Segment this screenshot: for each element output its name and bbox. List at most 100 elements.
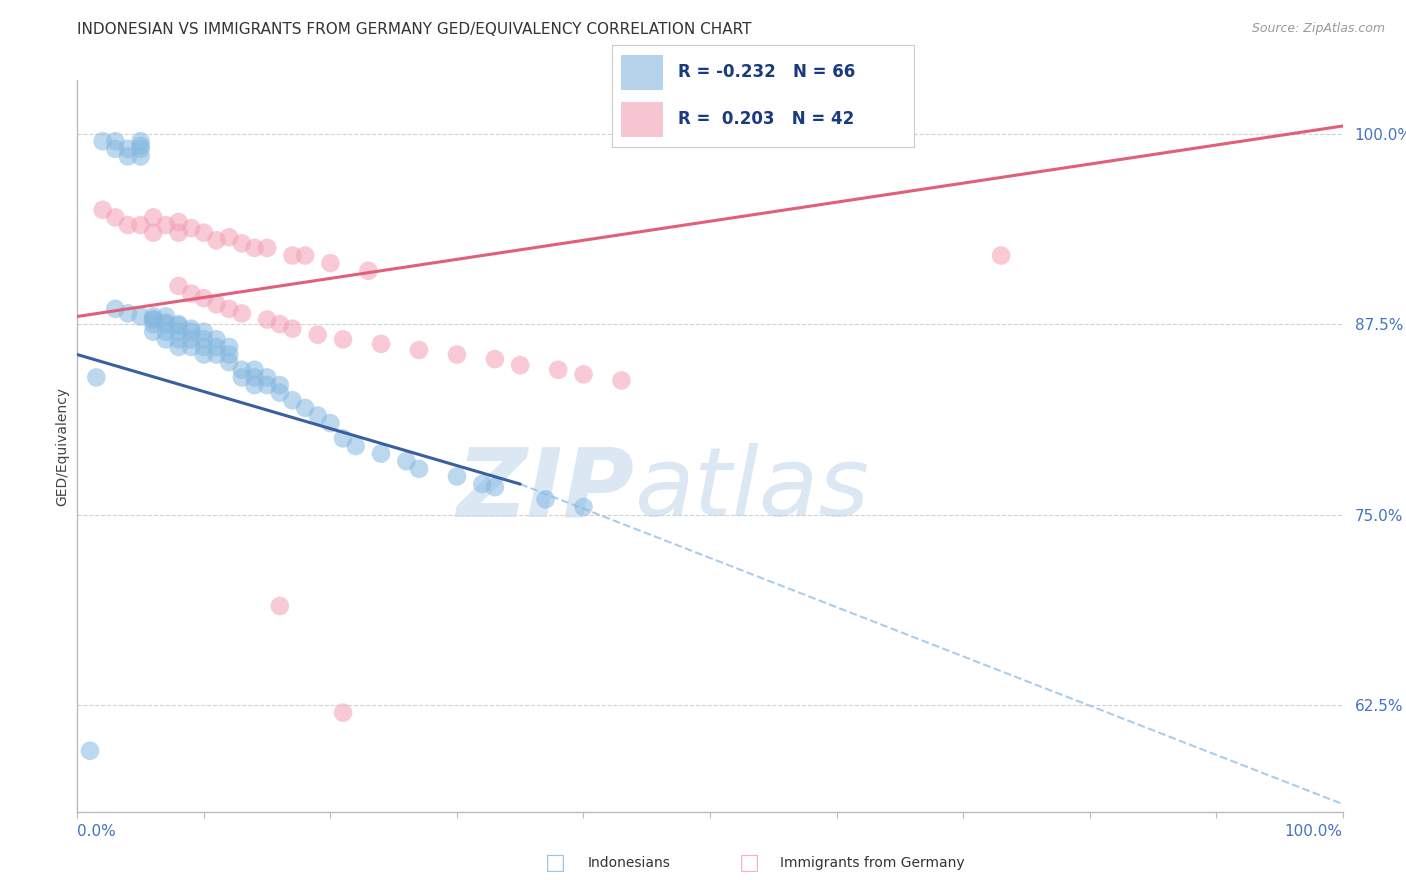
Point xyxy=(104,134,127,148)
Point xyxy=(117,218,139,232)
Text: 0.0%: 0.0% xyxy=(77,824,117,838)
Point xyxy=(167,279,190,293)
Point xyxy=(205,348,228,362)
Text: Indonesians: Indonesians xyxy=(588,856,671,871)
Point xyxy=(357,264,380,278)
Point xyxy=(129,218,152,232)
Point xyxy=(218,348,240,362)
Point xyxy=(91,134,114,148)
Point xyxy=(243,378,266,392)
Point xyxy=(193,340,215,354)
Point xyxy=(129,134,152,148)
Point xyxy=(319,416,342,430)
Point xyxy=(155,218,177,232)
Point xyxy=(129,310,152,324)
Point xyxy=(155,316,177,330)
Bar xyxy=(620,102,664,137)
Point xyxy=(370,447,392,461)
Point xyxy=(155,317,177,331)
Point xyxy=(142,310,165,324)
Point xyxy=(319,256,342,270)
Point xyxy=(86,370,108,384)
Text: INDONESIAN VS IMMIGRANTS FROM GERMANY GED/EQUIVALENCY CORRELATION CHART: INDONESIAN VS IMMIGRANTS FROM GERMANY GE… xyxy=(77,22,752,37)
Text: R = -0.232   N = 66: R = -0.232 N = 66 xyxy=(678,63,855,81)
Point xyxy=(104,142,127,156)
Point xyxy=(180,321,202,335)
Point xyxy=(167,226,190,240)
Point xyxy=(610,374,633,388)
Point xyxy=(117,142,139,156)
Point xyxy=(281,393,304,408)
Point xyxy=(193,348,215,362)
Point xyxy=(104,301,127,316)
Point xyxy=(281,248,304,262)
Point xyxy=(281,321,304,335)
Point xyxy=(231,236,253,251)
Point xyxy=(269,378,291,392)
Point xyxy=(218,301,240,316)
Point xyxy=(243,241,266,255)
Point xyxy=(193,325,215,339)
Point xyxy=(142,312,165,326)
Point xyxy=(332,332,354,346)
Point xyxy=(155,325,177,339)
Point xyxy=(256,312,278,326)
Point xyxy=(142,325,165,339)
Point xyxy=(395,454,418,468)
Point xyxy=(129,138,152,153)
Point xyxy=(269,385,291,400)
Point xyxy=(205,297,228,311)
Point xyxy=(167,215,190,229)
Point xyxy=(408,462,430,476)
Point xyxy=(269,317,291,331)
Point xyxy=(294,248,316,262)
Point xyxy=(167,318,190,333)
Point xyxy=(117,149,139,163)
Point xyxy=(167,317,190,331)
Point xyxy=(155,332,177,346)
Point xyxy=(218,230,240,244)
Point xyxy=(142,312,165,326)
Text: atlas: atlas xyxy=(634,443,869,536)
Point xyxy=(218,355,240,369)
Point xyxy=(307,327,329,342)
Text: 100.0%: 100.0% xyxy=(1285,824,1343,838)
Point xyxy=(446,348,468,362)
Text: □: □ xyxy=(740,854,759,873)
Point xyxy=(129,142,152,156)
Text: □: □ xyxy=(546,854,565,873)
Text: R =  0.203   N = 42: R = 0.203 N = 42 xyxy=(678,111,855,128)
Point xyxy=(205,340,228,354)
Point xyxy=(307,409,329,423)
Point xyxy=(446,469,468,483)
Point xyxy=(205,233,228,247)
Point xyxy=(193,291,215,305)
Text: Source: ZipAtlas.com: Source: ZipAtlas.com xyxy=(1251,22,1385,36)
Point xyxy=(256,241,278,255)
Point xyxy=(180,325,202,339)
Point xyxy=(408,343,430,357)
Point xyxy=(142,211,165,225)
Point xyxy=(104,211,127,225)
Point xyxy=(91,202,114,217)
Point xyxy=(370,337,392,351)
Point xyxy=(471,477,494,491)
Point xyxy=(180,286,202,301)
Point xyxy=(269,599,291,613)
Point xyxy=(205,332,228,346)
Point xyxy=(142,226,165,240)
Point xyxy=(180,221,202,235)
Text: ZIP: ZIP xyxy=(456,443,634,536)
Point xyxy=(572,368,595,382)
Point xyxy=(256,370,278,384)
Point xyxy=(180,332,202,346)
Point xyxy=(167,332,190,346)
Text: Immigrants from Germany: Immigrants from Germany xyxy=(780,856,965,871)
Point xyxy=(231,370,253,384)
Point xyxy=(180,340,202,354)
Point xyxy=(117,306,139,320)
Point xyxy=(332,706,354,720)
Point xyxy=(547,363,569,377)
Point xyxy=(231,363,253,377)
Point xyxy=(218,340,240,354)
